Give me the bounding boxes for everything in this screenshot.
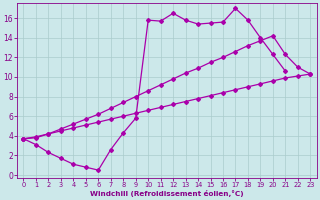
X-axis label: Windchill (Refroidissement éolien,°C): Windchill (Refroidissement éolien,°C) [90,190,244,197]
